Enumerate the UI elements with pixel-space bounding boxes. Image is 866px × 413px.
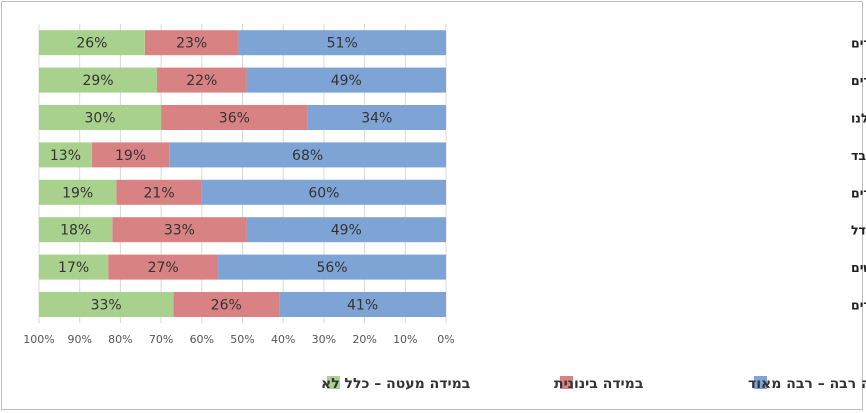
data-label: 49% [331, 223, 362, 239]
bar-segment [201, 179, 446, 205]
bar-segment [91, 142, 170, 168]
bar-segment [173, 292, 280, 317]
bar-segment [161, 105, 308, 130]
data-label: 56% [316, 260, 347, 276]
category-label: התוודענו יותר להנאה של קריאת ספרים עם הי… [851, 36, 866, 51]
bar-segment [307, 105, 446, 130]
bar-segment [112, 217, 247, 243]
x-axis-ticks: 0% 10% 20% 30% 40% 50% 60% 70% 80% 90% 100% [23, 333, 454, 346]
data-label: 29% [82, 73, 113, 89]
bar-segment [246, 217, 446, 243]
data-label: 26% [76, 36, 107, 52]
bar-segment [39, 67, 158, 93]
x-tick-label: 100% [23, 333, 54, 346]
bar-segment [238, 30, 446, 56]
bar-segment [39, 142, 92, 168]
category-label: ספרים הפכו למשהו יותר מרכזי בבית שלנו [851, 111, 866, 126]
x-tick-label: 10% [393, 333, 417, 346]
x-tick-label: 20% [352, 333, 376, 346]
legend-label: במידה בינונית [554, 376, 643, 392]
bar-segment [39, 179, 117, 205]
data-label: 36% [219, 111, 250, 127]
data-label: 60% [308, 185, 339, 201]
data-label: 51% [327, 36, 358, 52]
data-label: 26% [211, 298, 242, 314]
value-labels: 51% 23% 26% 49% 22% 29% 34% 36% 30% 68% 19% 13% 60% 2… [50, 36, 392, 314]
bar-segment [39, 292, 174, 317]
bar-segment [218, 254, 446, 280]
x-tick-label: 40% [271, 333, 295, 346]
data-label: 33% [91, 298, 122, 314]
x-tick-label: 60% [190, 333, 214, 346]
data-label: 41% [347, 298, 378, 314]
category-label: הכרנו ספרים וסופרים חדשים [851, 260, 866, 275]
legend-swatch [754, 376, 767, 389]
data-label: 18% [60, 223, 91, 239]
legend: במידה רבה – רבה מאוד במידה בינונית במידה מ… [321, 376, 866, 392]
data-label: 27% [148, 260, 179, 276]
x-tick-label: 30% [312, 333, 336, 346]
data-label: 13% [50, 148, 81, 164]
category-label: אנחנו קוראים יותר ספרים עם הילדים [851, 298, 866, 313]
bar-segment [39, 217, 113, 243]
category-labels: התוודענו יותר להנאה של קריאת ספרים עם הי… [851, 36, 866, 313]
category-label: הילדים מבקשים יותר שנקריא להם סיפורים [851, 185, 866, 200]
x-tick-label: 70% [149, 333, 173, 346]
category-label: אנו יותר מודעים לחשיבות של קריאת ספרים ע… [851, 73, 866, 88]
data-label: 49% [331, 73, 362, 89]
bar-segment [246, 67, 446, 93]
x-tick-label: 80% [108, 333, 132, 346]
legend-swatch [327, 376, 340, 389]
bar-segment [116, 179, 202, 205]
bar-segment [144, 30, 239, 56]
legend-label: במידה רבה – רבה מאוד [748, 376, 866, 392]
bar-segment [157, 67, 247, 93]
bar-segment [169, 142, 447, 168]
data-label: 19% [62, 185, 93, 201]
data-label: 33% [164, 223, 195, 239]
data-label: 34% [361, 111, 392, 127]
bar-segment [39, 30, 145, 56]
bar-segment [279, 292, 446, 317]
data-label: 68% [292, 148, 323, 164]
bar-segment [39, 254, 109, 280]
legend-label: במידה מעטה – כלל לא [321, 376, 470, 392]
x-tick-label: 90% [67, 333, 91, 346]
data-label: 22% [186, 73, 217, 89]
legend-swatch [560, 376, 573, 389]
data-label: 17% [58, 260, 89, 276]
bar-segment [39, 105, 162, 130]
data-label: 23% [176, 36, 207, 52]
bars [39, 30, 447, 317]
category-label: אוצר המילים של הילדים גדל [851, 223, 866, 238]
data-label: 21% [144, 185, 175, 201]
data-label: 19% [115, 148, 146, 164]
x-tick-label: 0% [437, 333, 454, 346]
x-tick-label: 50% [230, 333, 254, 346]
category-label: הילדים מדפדפים בספרים ו״קוראים״ אותם לבד [851, 148, 866, 163]
data-label: 30% [84, 111, 115, 127]
bar-segment [108, 254, 219, 280]
